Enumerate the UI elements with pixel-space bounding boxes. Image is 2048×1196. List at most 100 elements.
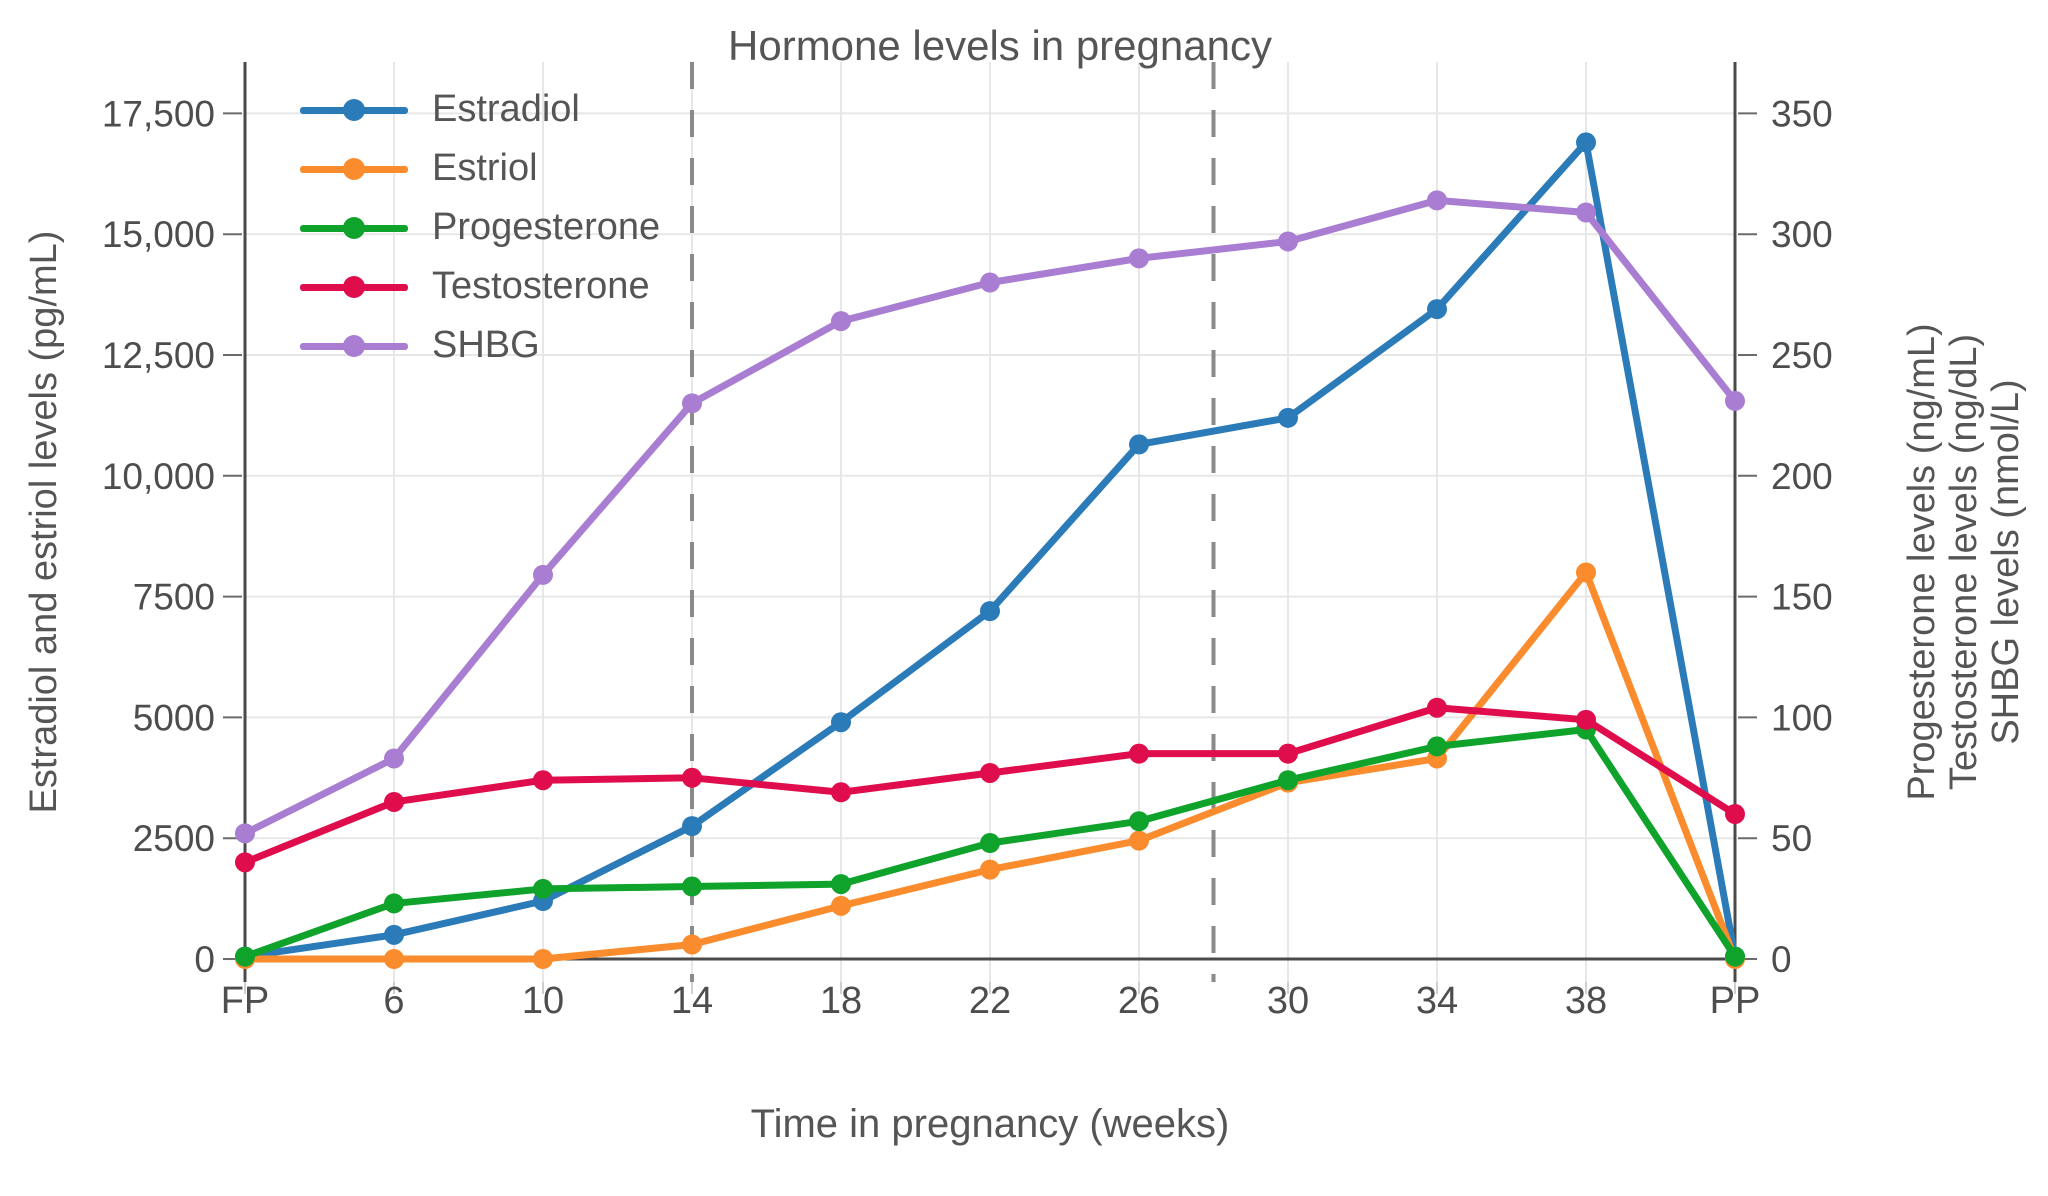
x-tick-label: 14 [671,980,713,1022]
legend-item-shbg[interactable]: SHBG [300,316,660,375]
testosterone-data-point[interactable] [1576,709,1596,730]
testosterone-data-point[interactable] [831,782,851,803]
shbg-series-swatch-icon [300,334,408,357]
progesterone-data-point[interactable] [235,946,255,967]
shbg-data-point[interactable] [235,823,255,844]
x-tick-label: 18 [820,980,862,1022]
legend-item-estriol[interactable]: Estriol [300,139,660,198]
y-right-tick-label: 50 [1771,818,1812,859]
shbg-data-point[interactable] [682,393,702,414]
estradiol-data-point[interactable] [831,712,851,733]
x-tick-label: 30 [1267,980,1309,1022]
progesterone-data-point[interactable] [831,874,851,895]
y-left-tick-label: 15,000 [102,214,215,255]
y-axis-right-title-progesterone: Progesterone levels (ng/mL) [1901,323,1943,801]
horizontal-gridlines [245,112,1735,840]
estradiol-series-swatch-icon [300,98,408,121]
y-right-tick-label: 300 [1771,214,1833,255]
legend-item-estradiol[interactable]: Estradiol [300,80,660,139]
shbg-data-point[interactable] [1427,190,1447,211]
estriol-data-point[interactable] [1129,830,1149,851]
x-axis-tick-labels: FP 6 10 14 18 22 26 30 34 38 PP [221,980,1761,1022]
y-axis-left-title: Estradiol and estriol levels (pg/mL) [23,230,65,814]
y-right-tick-label: 250 [1771,335,1833,376]
y-right-tick-label: 200 [1771,456,1833,497]
progesterone-data-point[interactable] [1278,770,1298,791]
shbg-data-point[interactable] [1725,390,1745,411]
estradiol-data-point[interactable] [682,816,702,837]
trimester-divider-dashed-lines [690,62,1216,982]
series-progesterone[interactable] [235,719,1745,967]
y-axis-right-title-shbg: SHBG levels (nmol/L) [1985,379,2027,745]
progesterone-data-point[interactable] [533,878,553,899]
testosterone-data-point[interactable] [980,762,1000,783]
legend: Estradiol Estriol Progesterone Testoster… [300,80,660,375]
shbg-data-point[interactable] [980,272,1000,293]
y-right-tick-label: 100 [1771,697,1833,738]
y-left-tick-label: 0 [194,939,215,980]
x-tick-label: 26 [1118,980,1160,1022]
estradiol-data-point[interactable] [1427,299,1447,320]
testosterone-data-point[interactable] [533,770,553,791]
estradiol-data-point[interactable] [384,924,404,945]
estriol-series-swatch-icon [300,157,408,180]
shbg-data-point[interactable] [384,748,404,769]
series-shbg[interactable] [235,190,1745,844]
legend-label: Estriol [432,147,538,189]
y-left-tick-label: 17,500 [102,93,215,134]
estriol-data-point[interactable] [384,949,404,969]
y-right-tick-label: 350 [1771,93,1833,134]
estriol-data-point[interactable] [533,949,553,969]
progesterone-data-point[interactable] [1427,736,1447,757]
data-series[interactable] [235,132,1745,969]
testosterone-data-point[interactable] [1278,743,1298,764]
y-right-tick-label: 150 [1771,577,1833,618]
y-axis-left-tick-labels: 0 2500 5000 7500 10,000 12,500 15,000 17,500 [102,93,215,980]
legend-label: SHBG [432,324,540,366]
series-testosterone[interactable] [235,697,1745,873]
shbg-data-point[interactable] [831,311,851,332]
testosterone-data-point[interactable] [235,852,255,873]
progesterone-data-point[interactable] [1725,946,1745,967]
y-axis-right-tick-labels: 0 50 100 150 200 250 300 350 [1771,93,1833,980]
estradiol-data-point[interactable] [1278,407,1298,428]
shbg-data-point[interactable] [1129,248,1149,269]
estriol-data-point[interactable] [980,859,1000,880]
legend-item-testosterone[interactable]: Testosterone [300,257,660,316]
shbg-data-point[interactable] [1278,231,1298,252]
chart-title: Hormone levels in pregnancy [728,22,1272,69]
legend-label: Progesterone [432,206,661,248]
y-axis-right-title-testosterone: Testosterone levels (ng/dL) [1943,333,1985,791]
estradiol-data-point[interactable] [980,601,1000,622]
testosterone-data-point[interactable] [1129,743,1149,764]
y-left-tick-label: 7500 [133,577,215,618]
x-tick-label: 10 [522,980,564,1022]
testosterone-data-point[interactable] [1427,697,1447,718]
y-left-tick-label: 5000 [133,697,215,738]
estradiol-data-point[interactable] [1576,132,1596,153]
estriol-data-point[interactable] [831,895,851,916]
shbg-data-point[interactable] [1576,202,1596,223]
progesterone-data-point[interactable] [384,893,404,914]
testosterone-data-point[interactable] [384,791,404,812]
testosterone-data-point[interactable] [682,767,702,788]
progesterone-data-point[interactable] [980,833,1000,854]
estriol-data-point[interactable] [682,934,702,955]
legend-label: Testosterone [432,265,650,307]
testosterone-data-point[interactable] [1725,804,1745,825]
legend-item-progesterone[interactable]: Progesterone [300,198,660,257]
progesterone-data-point[interactable] [1129,811,1149,832]
estriol-data-point[interactable] [1576,562,1596,583]
legend-label: Estradiol [432,88,580,130]
progesterone-series-swatch-icon [300,216,408,239]
x-tick-label: 34 [1416,980,1458,1022]
estradiol-data-point[interactable] [1129,434,1149,455]
testosterone-series-swatch-icon [300,275,408,298]
shbg-data-point[interactable] [533,564,553,585]
x-tick-label: PP [1710,980,1761,1022]
x-axis-title: Time in pregnancy (weeks) [750,1102,1230,1146]
y-left-tick-label: 2500 [133,818,215,859]
progesterone-data-point[interactable] [682,876,702,897]
y-left-tick-label: 12,500 [102,335,215,376]
